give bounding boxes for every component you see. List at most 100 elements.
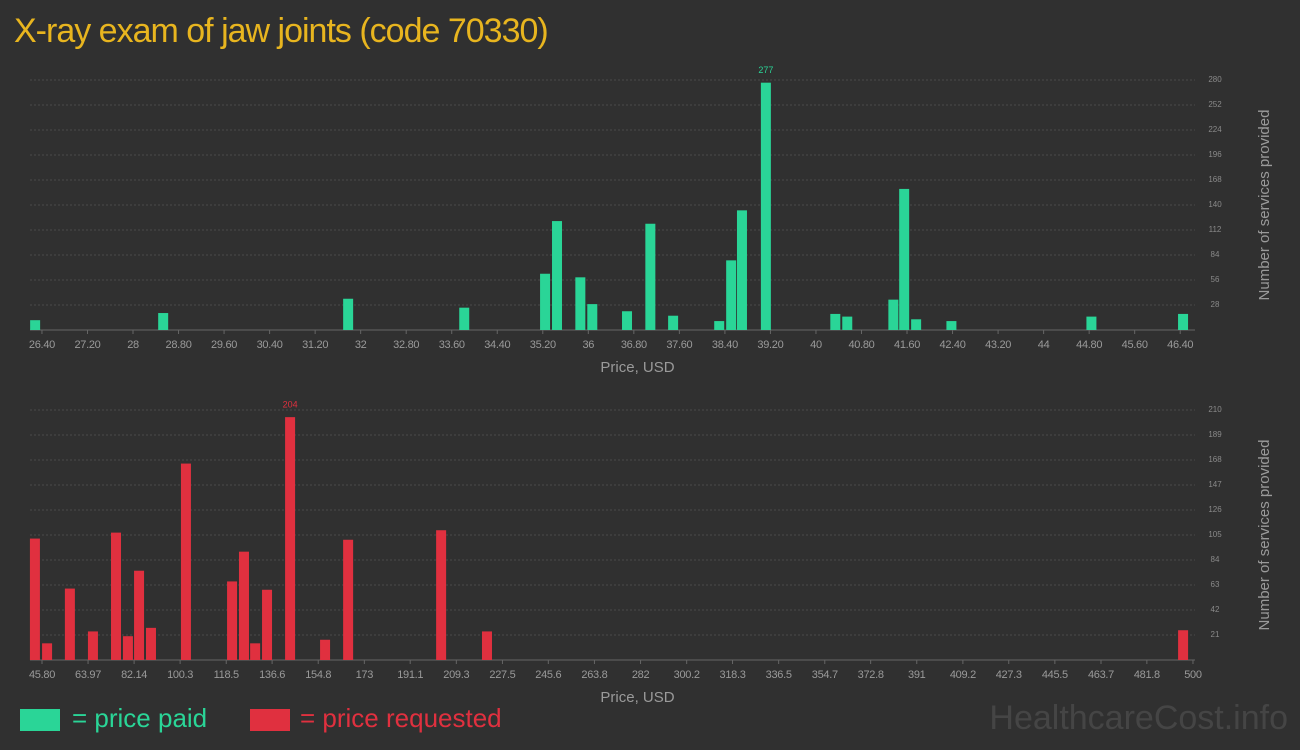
x-tick-label: 33.60 [439,339,465,351]
bar [888,299,899,330]
y-tick-label: 140 [1208,200,1222,209]
x-tick-label: 354.7 [812,669,838,681]
legend-swatch [20,709,60,731]
x-tick-label: 409.2 [950,669,976,681]
bar [320,639,331,660]
bar [436,530,447,660]
x-tick-label: 154.8 [305,669,331,681]
x-tick-label: 500 [1184,669,1202,681]
x-tick-label: 37.60 [666,339,692,351]
legend-label: = price paid [72,703,207,733]
x-tick-label: 282 [632,669,650,681]
y-tick-label: 42 [1211,605,1220,614]
y-tick-label: 147 [1208,480,1222,489]
value-label: 204 [283,400,298,410]
x-tick-label: 26.40 [29,339,55,351]
bar [668,315,679,330]
x-tick-label: 45.80 [29,669,55,681]
x-tick-label: 29.60 [211,339,237,351]
x-tick-label: 28.80 [166,339,192,351]
bar [250,643,261,660]
x-tick-label: 427.3 [996,669,1022,681]
bar [30,320,41,330]
bar [64,588,75,660]
y-tick-label: 224 [1208,125,1222,134]
y-tick-label: 252 [1208,100,1222,109]
watermark: HealthcareCost.info [989,699,1288,737]
x-tick-label: 36.80 [621,339,647,351]
y-tick-label: 168 [1208,175,1222,184]
x-tick-label: 263.8 [581,669,607,681]
bar [911,319,922,330]
y-tick-label: 63 [1211,580,1220,589]
x-tick-label: 36 [582,339,594,351]
legend-label: = price requested [300,703,502,733]
x-tick-label: 27.20 [74,339,100,351]
x-tick-label: 209.3 [443,669,469,681]
x-tick-label: 38.40 [712,339,738,351]
y-tick-label: 189 [1208,430,1222,439]
x-tick-label: 34.40 [484,339,510,351]
y-tick-label: 168 [1208,455,1222,464]
bar [145,627,156,660]
bar [87,631,98,660]
bar [899,188,910,330]
x-tick-label: 35.20 [530,339,556,351]
y-axis-title: Number of services provided [1256,110,1273,301]
bar [262,589,273,660]
x-tick-label: 32.80 [393,339,419,351]
x-tick-label: 44 [1038,339,1050,351]
x-tick-label: 445.5 [1042,669,1068,681]
x-tick-label: 481.8 [1134,669,1160,681]
y-tick-label: 105 [1208,530,1222,539]
x-tick-label: 42.40 [940,339,966,351]
x-axis-title: Price, USD [600,359,674,376]
bar [736,210,747,330]
bar [1178,313,1189,330]
x-tick-label: 32 [355,339,367,351]
y-tick-label: 21 [1211,630,1220,639]
x-axis-title: Price, USD [600,689,674,706]
x-tick-label: 44.80 [1076,339,1102,351]
bar [481,631,492,660]
bar [760,82,771,330]
page-title: X-ray exam of jaw joints (code 70330) [14,12,548,50]
x-tick-label: 100.3 [167,669,193,681]
x-tick-label: 82.14 [121,669,147,681]
x-tick-label: 118.5 [214,669,239,681]
bar [285,417,296,660]
y-tick-label: 56 [1211,275,1220,284]
x-tick-label: 372.8 [858,669,884,681]
bar [29,538,40,660]
y-tick-label: 126 [1208,505,1222,514]
bar [134,570,145,660]
bar [726,260,737,330]
y-tick-label: 84 [1211,250,1220,259]
x-tick-label: 463.7 [1088,669,1114,681]
bar [42,643,53,660]
y-axis-title: Number of services provided [1256,440,1273,631]
x-tick-label: 63.97 [75,669,101,681]
x-tick-label: 318.3 [720,669,746,681]
bar [552,221,563,330]
x-tick-label: 391 [908,669,926,681]
value-label: 277 [758,65,773,75]
bar [575,277,586,330]
bar [111,532,122,660]
bar [1178,630,1189,660]
y-tick-label: 28 [1211,300,1220,309]
bar [122,636,133,660]
bar [1086,316,1097,330]
x-tick-label: 30.40 [257,339,283,351]
x-tick-label: 336.5 [766,669,792,681]
x-tick-label: 245.6 [535,669,561,681]
x-tick-label: 45.60 [1122,339,1148,351]
bar [227,581,238,660]
bar [946,321,957,330]
x-tick-label: 300.2 [674,669,700,681]
x-tick-label: 136.6 [259,669,285,681]
bar [158,313,169,330]
x-tick-label: 41.60 [894,339,920,351]
bar [343,539,354,660]
